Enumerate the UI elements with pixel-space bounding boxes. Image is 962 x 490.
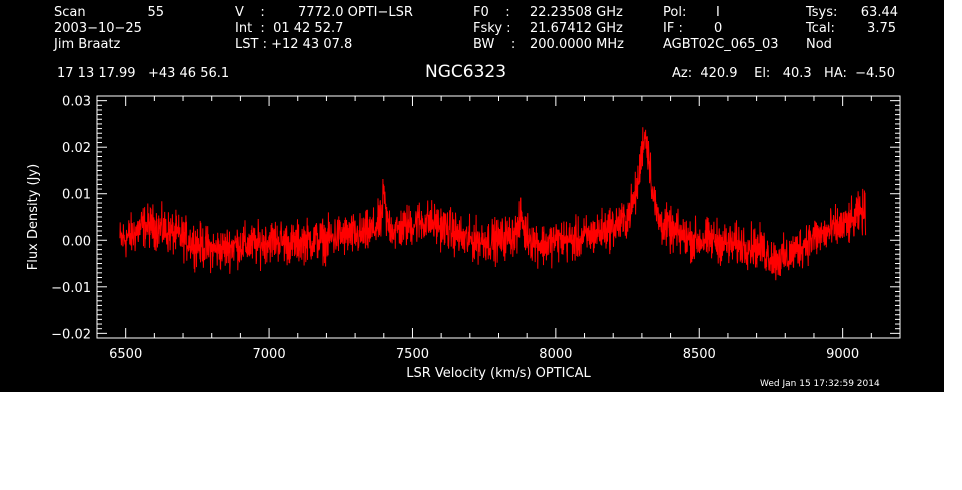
scan-number: 55 [147, 5, 164, 20]
x-tick-label: 7000 [253, 347, 286, 362]
nod-label: Nod [806, 37, 832, 52]
y-tick-label: 0.02 [62, 141, 91, 156]
bw-label: BW : [473, 37, 516, 52]
bw-value: 200.0000 MHz [530, 37, 624, 52]
az-el-ha: Az: 420.9 El: 40.3 HA: −4.50 [672, 66, 895, 81]
f0-value: 22.23508 GHz [530, 5, 623, 20]
tcal-value: 3.75 [867, 21, 896, 36]
fsky-label: Fsky : [473, 21, 511, 36]
y-tick-label: 0.01 [62, 188, 91, 203]
spectrum-line [119, 127, 867, 281]
tsys-value: 63.44 [860, 5, 898, 20]
observation-date: 2003−10−25 [54, 21, 142, 36]
f0-label: F0 : [473, 5, 510, 20]
observer-name: Jim Braatz [54, 37, 121, 52]
integration-time: Int : 01 42 52.7 [235, 21, 344, 36]
pol-value: I [716, 5, 720, 20]
footer-timestamp: Wed Jan 15 17:32:59 2014 [760, 379, 880, 389]
x-tick-label: 9000 [826, 347, 859, 362]
velocity-label: V : [235, 5, 265, 20]
plot-frame [96, 95, 901, 339]
source-coordinates: 17 13 17.99 +43 46 56.1 [57, 66, 230, 81]
scan-label: Scan [54, 5, 86, 20]
spectrum-chart: 6500 7000 7500 8000 8500 9000 −0.02 −0.01 0.00 0.… [26, 95, 901, 381]
project-id: AGBT02C_065_03 [663, 37, 779, 52]
y-tick-label: 0.03 [62, 95, 91, 110]
if-label: IF : [663, 21, 683, 36]
velocity-value: 7772.0 OPTI−LSR [298, 5, 413, 20]
x-tick-label: 7500 [396, 347, 429, 362]
x-axis-label: LSR Velocity (km/s) OPTICAL [406, 366, 591, 381]
x-tick-label: 8500 [683, 347, 716, 362]
pol-label: Pol: [663, 5, 687, 20]
lst-value: LST : +12 43 07.8 [235, 37, 353, 52]
tcal-label: Tcal: [806, 21, 835, 36]
fsky-value: 21.67412 GHz [530, 21, 623, 36]
source-name: NGC6323 [425, 62, 507, 82]
y-tick-label: 0.00 [62, 234, 91, 249]
y-tick-label: −0.01 [51, 281, 91, 296]
y-tick-label: −0.02 [51, 327, 91, 342]
if-value: 0 [714, 21, 723, 36]
tsys-label: Tsys: [806, 5, 838, 20]
x-tick-label: 6500 [109, 347, 142, 362]
y-axis-label: Flux Density (Jy) [26, 164, 41, 270]
x-tick-label: 8000 [539, 347, 572, 362]
plot-panel: Scan 55 2003−10−25 Jim Braatz V : 7772.0… [0, 0, 944, 392]
